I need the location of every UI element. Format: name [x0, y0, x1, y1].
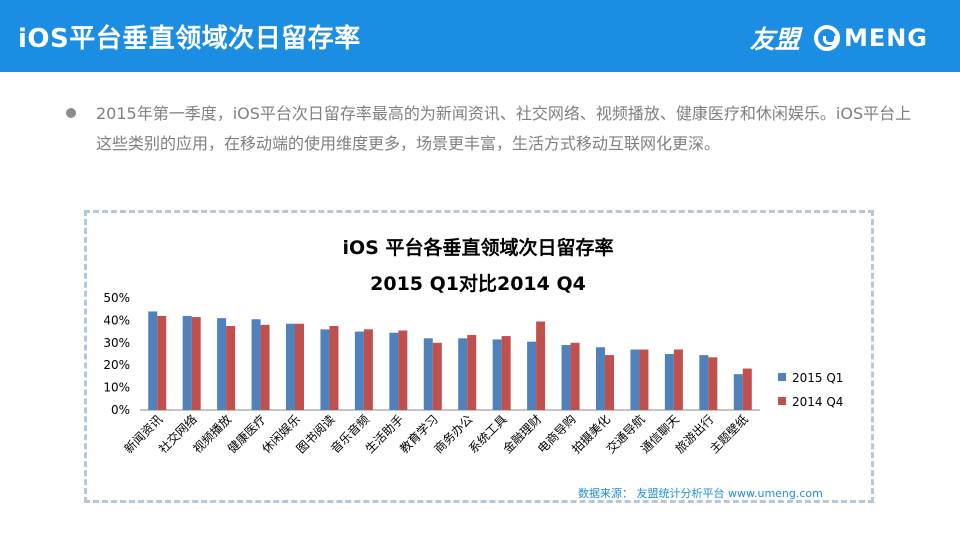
bar-series1	[286, 323, 295, 410]
bar-series1	[458, 338, 468, 410]
bar-series1	[423, 338, 433, 410]
bar-series2	[363, 329, 373, 410]
bar-series1	[320, 329, 330, 410]
data-source: 数据来源： 友盟统计分析平台 www.umeng.com	[578, 487, 823, 500]
legend-label: 2015 Q1	[792, 371, 843, 385]
bar-series1	[664, 354, 674, 410]
bar-series2	[260, 324, 270, 410]
bar-series2	[467, 334, 477, 410]
legend-swatch	[778, 373, 786, 381]
legend-label: 2014 Q4	[792, 395, 843, 409]
page-title: iOS平台垂直领域次日留存率	[18, 24, 361, 54]
bar-series1	[492, 339, 502, 410]
y-tick-label: 20%	[103, 358, 130, 372]
bar-series2	[673, 349, 683, 410]
bar-series1	[527, 341, 537, 410]
header-bar: iOS平台垂直领域次日留存率 友盟 MENG	[0, 0, 960, 72]
bar-series1	[182, 315, 192, 410]
y-tick-label: 0%	[111, 403, 130, 417]
logo-cn-text: 友盟	[749, 25, 800, 54]
umeng-logo: 友盟 MENG	[750, 20, 928, 56]
summary-text: 2015年第一季度，iOS平台次日留存率最高的为新闻资讯、社交网络、视频播放、健…	[96, 104, 912, 153]
bar-series2	[432, 342, 442, 410]
bar-series2	[708, 357, 718, 410]
bar-series1	[251, 319, 261, 410]
bar-series2	[570, 342, 580, 410]
bar-series1	[699, 355, 709, 410]
bar-series2	[639, 349, 649, 410]
y-tick-label: 50%	[103, 291, 130, 305]
bar-series2	[605, 355, 614, 410]
legend-swatch	[778, 397, 786, 405]
bar-series1	[389, 332, 399, 410]
y-tick-label: 40%	[103, 313, 130, 327]
chart-frame: iOS 平台各垂直领域次日留存率 2015 Q1对比2014 Q4 0% 10% 20%…	[84, 210, 874, 503]
bar-chart: iOS 平台各垂直领域次日留存率 2015 Q1对比2014 Q4 0% 10% 20%…	[103, 236, 843, 457]
bar-series2	[398, 330, 408, 410]
chart-subtitle: 2015 Q1对比2014 Q4	[370, 272, 586, 295]
bar-series1	[630, 349, 640, 410]
bar-series1	[217, 318, 227, 410]
bar-series2	[226, 326, 236, 410]
bullet-dot-icon	[66, 108, 76, 118]
bar-series1	[596, 347, 605, 410]
logo-en-text: MENG	[843, 24, 928, 52]
logo-u-icon	[813, 25, 840, 51]
bar-series2	[501, 336, 511, 410]
bar-series1	[148, 311, 158, 410]
bar-series2	[329, 326, 339, 410]
bar-series1	[354, 331, 364, 410]
bar-series2	[536, 321, 546, 410]
bar-series2	[191, 317, 201, 410]
y-tick-label: 30%	[103, 336, 130, 350]
chart-title: iOS 平台各垂直领域次日留存率	[343, 236, 614, 259]
x-tick-label: 主题壁纸	[706, 412, 751, 457]
y-tick-label: 10%	[103, 381, 130, 395]
bar-series1	[733, 374, 743, 410]
bar-series2	[295, 323, 304, 410]
bar-series2	[742, 368, 752, 410]
bar-series2	[157, 315, 167, 410]
bar-series1	[561, 345, 571, 410]
